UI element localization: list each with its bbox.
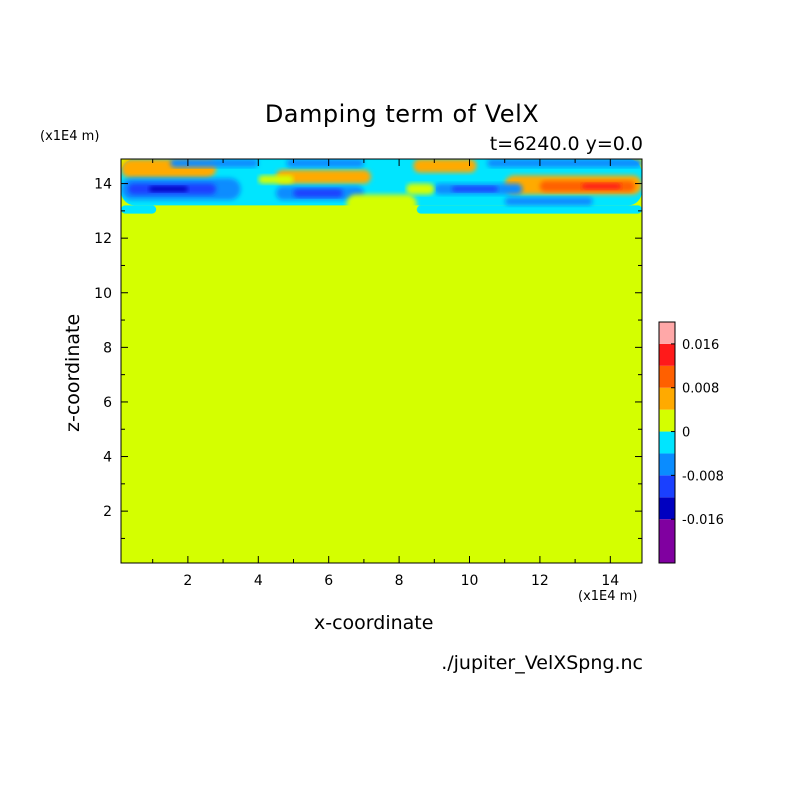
- contour-regions: [121, 159, 642, 214]
- colorbar-segment: [659, 453, 675, 476]
- colorbar-segment: [659, 387, 675, 410]
- x-tick-label: 4: [254, 573, 263, 589]
- contour-region: [121, 205, 157, 214]
- source-filename: ./jupiter_VelXSpng.nc: [441, 652, 643, 674]
- colorbar-tick-label: 0: [682, 426, 690, 441]
- contour-region: [293, 189, 343, 198]
- x-tick-label: 6: [324, 573, 333, 589]
- colorbar-segment: [659, 519, 675, 563]
- x-tick-label: 10: [461, 573, 479, 589]
- contour-region: [275, 169, 371, 184]
- x-tick-label: 2: [183, 573, 192, 589]
- x-tick-label: 14: [601, 573, 619, 589]
- plot-frame: [120, 158, 643, 564]
- colorbar-tick-label: 0.016: [682, 338, 719, 353]
- colorbar-segment: [659, 343, 675, 366]
- contour-region: [413, 159, 477, 173]
- y-tick-label: 6: [103, 395, 112, 411]
- y-tick-label: 12: [94, 231, 112, 247]
- y-tick-label: 10: [94, 286, 112, 302]
- colorbar-frame: [658, 321, 676, 564]
- x-axis-label: x-coordinate: [314, 612, 434, 634]
- y-tick-label: 14: [94, 177, 112, 193]
- contour-region: [451, 186, 498, 192]
- axis-ticks: 2 4 6 8 10 12 14 2 4 6 8 10 12 14: [94, 159, 642, 589]
- colorbar-segment: [659, 475, 675, 498]
- contour-region: [504, 197, 593, 206]
- colorbar-tick-label: 0.008: [682, 382, 719, 397]
- contour-region: [149, 186, 188, 192]
- chart-subtitle: t=6240.0 y=0.0: [489, 133, 643, 155]
- plot-area: [121, 159, 642, 563]
- contour-region: [487, 159, 642, 168]
- chart-title: Damping term of VelX: [264, 100, 540, 128]
- colorbar: 0.016 0.008 0 -0.008 -0.016: [658, 321, 724, 564]
- y-tick-label: 8: [103, 340, 112, 356]
- x-tick-label: 8: [395, 573, 404, 589]
- contour-region: [170, 159, 259, 168]
- y-tick-label: 4: [103, 450, 112, 466]
- z-axis-unit: (x1E4 m): [40, 129, 100, 144]
- colorbar-segment: [659, 497, 675, 520]
- contour-region: [258, 175, 294, 184]
- x-axis-unit: (x1E4 m): [578, 589, 638, 604]
- contour-region: [582, 183, 621, 190]
- colorbar-tick-label: -0.008: [682, 469, 724, 484]
- x-tick-label: 12: [531, 573, 549, 589]
- colorbar-segment: [659, 409, 675, 432]
- colorbar-segment: [659, 322, 675, 344]
- colorbar-segment: [659, 431, 675, 454]
- colorbar-segment: [659, 365, 675, 388]
- contour-region: [416, 205, 642, 214]
- colorbar-tick-label: -0.016: [682, 513, 724, 528]
- contour-region: [346, 194, 417, 214]
- contour-region: [286, 159, 364, 168]
- contour-region: [406, 183, 435, 195]
- y-tick-label: 2: [103, 504, 112, 520]
